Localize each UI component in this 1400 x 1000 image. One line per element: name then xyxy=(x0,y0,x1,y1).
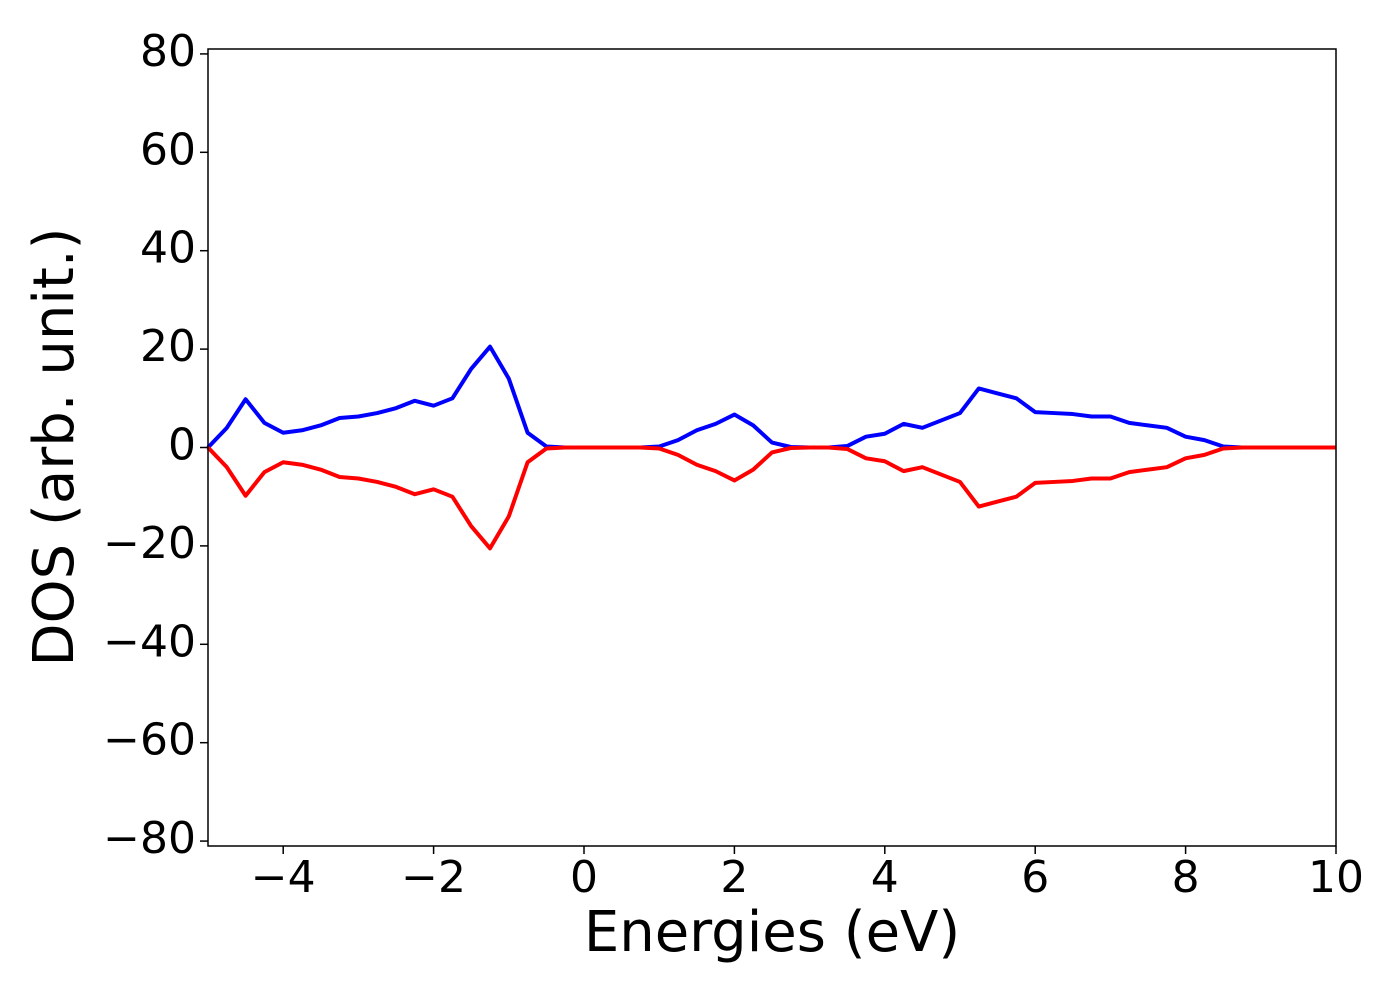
y-tick-label: 0 xyxy=(168,420,196,471)
plot-frame xyxy=(207,48,1337,847)
line-series xyxy=(206,445,1336,551)
y-tick-label: −60 xyxy=(103,715,196,766)
y-tick-label: 60 xyxy=(140,124,196,175)
x-tick-label: −2 xyxy=(401,852,466,903)
x-tick-label: 0 xyxy=(570,852,598,903)
y-tick-label: −40 xyxy=(103,616,196,667)
y-tick-label: −20 xyxy=(103,518,196,569)
line-series xyxy=(206,344,1336,450)
y-tick-label: −80 xyxy=(103,813,196,864)
x-tick-label: 10 xyxy=(1308,852,1364,903)
y-axis-label: DOS (arb. unit.) xyxy=(22,227,87,666)
x-tick-label: 6 xyxy=(1021,852,1049,903)
y-tick-label: 20 xyxy=(140,321,196,372)
x-tick-label: −4 xyxy=(251,852,316,903)
x-tick-label: 2 xyxy=(720,852,748,903)
x-axis-label: Energies (eV) xyxy=(584,900,960,965)
y-tick-label: 40 xyxy=(140,223,196,274)
x-tick-label: 4 xyxy=(871,852,899,903)
x-tick-label: 8 xyxy=(1172,852,1200,903)
y-tick-label: 80 xyxy=(140,26,196,77)
